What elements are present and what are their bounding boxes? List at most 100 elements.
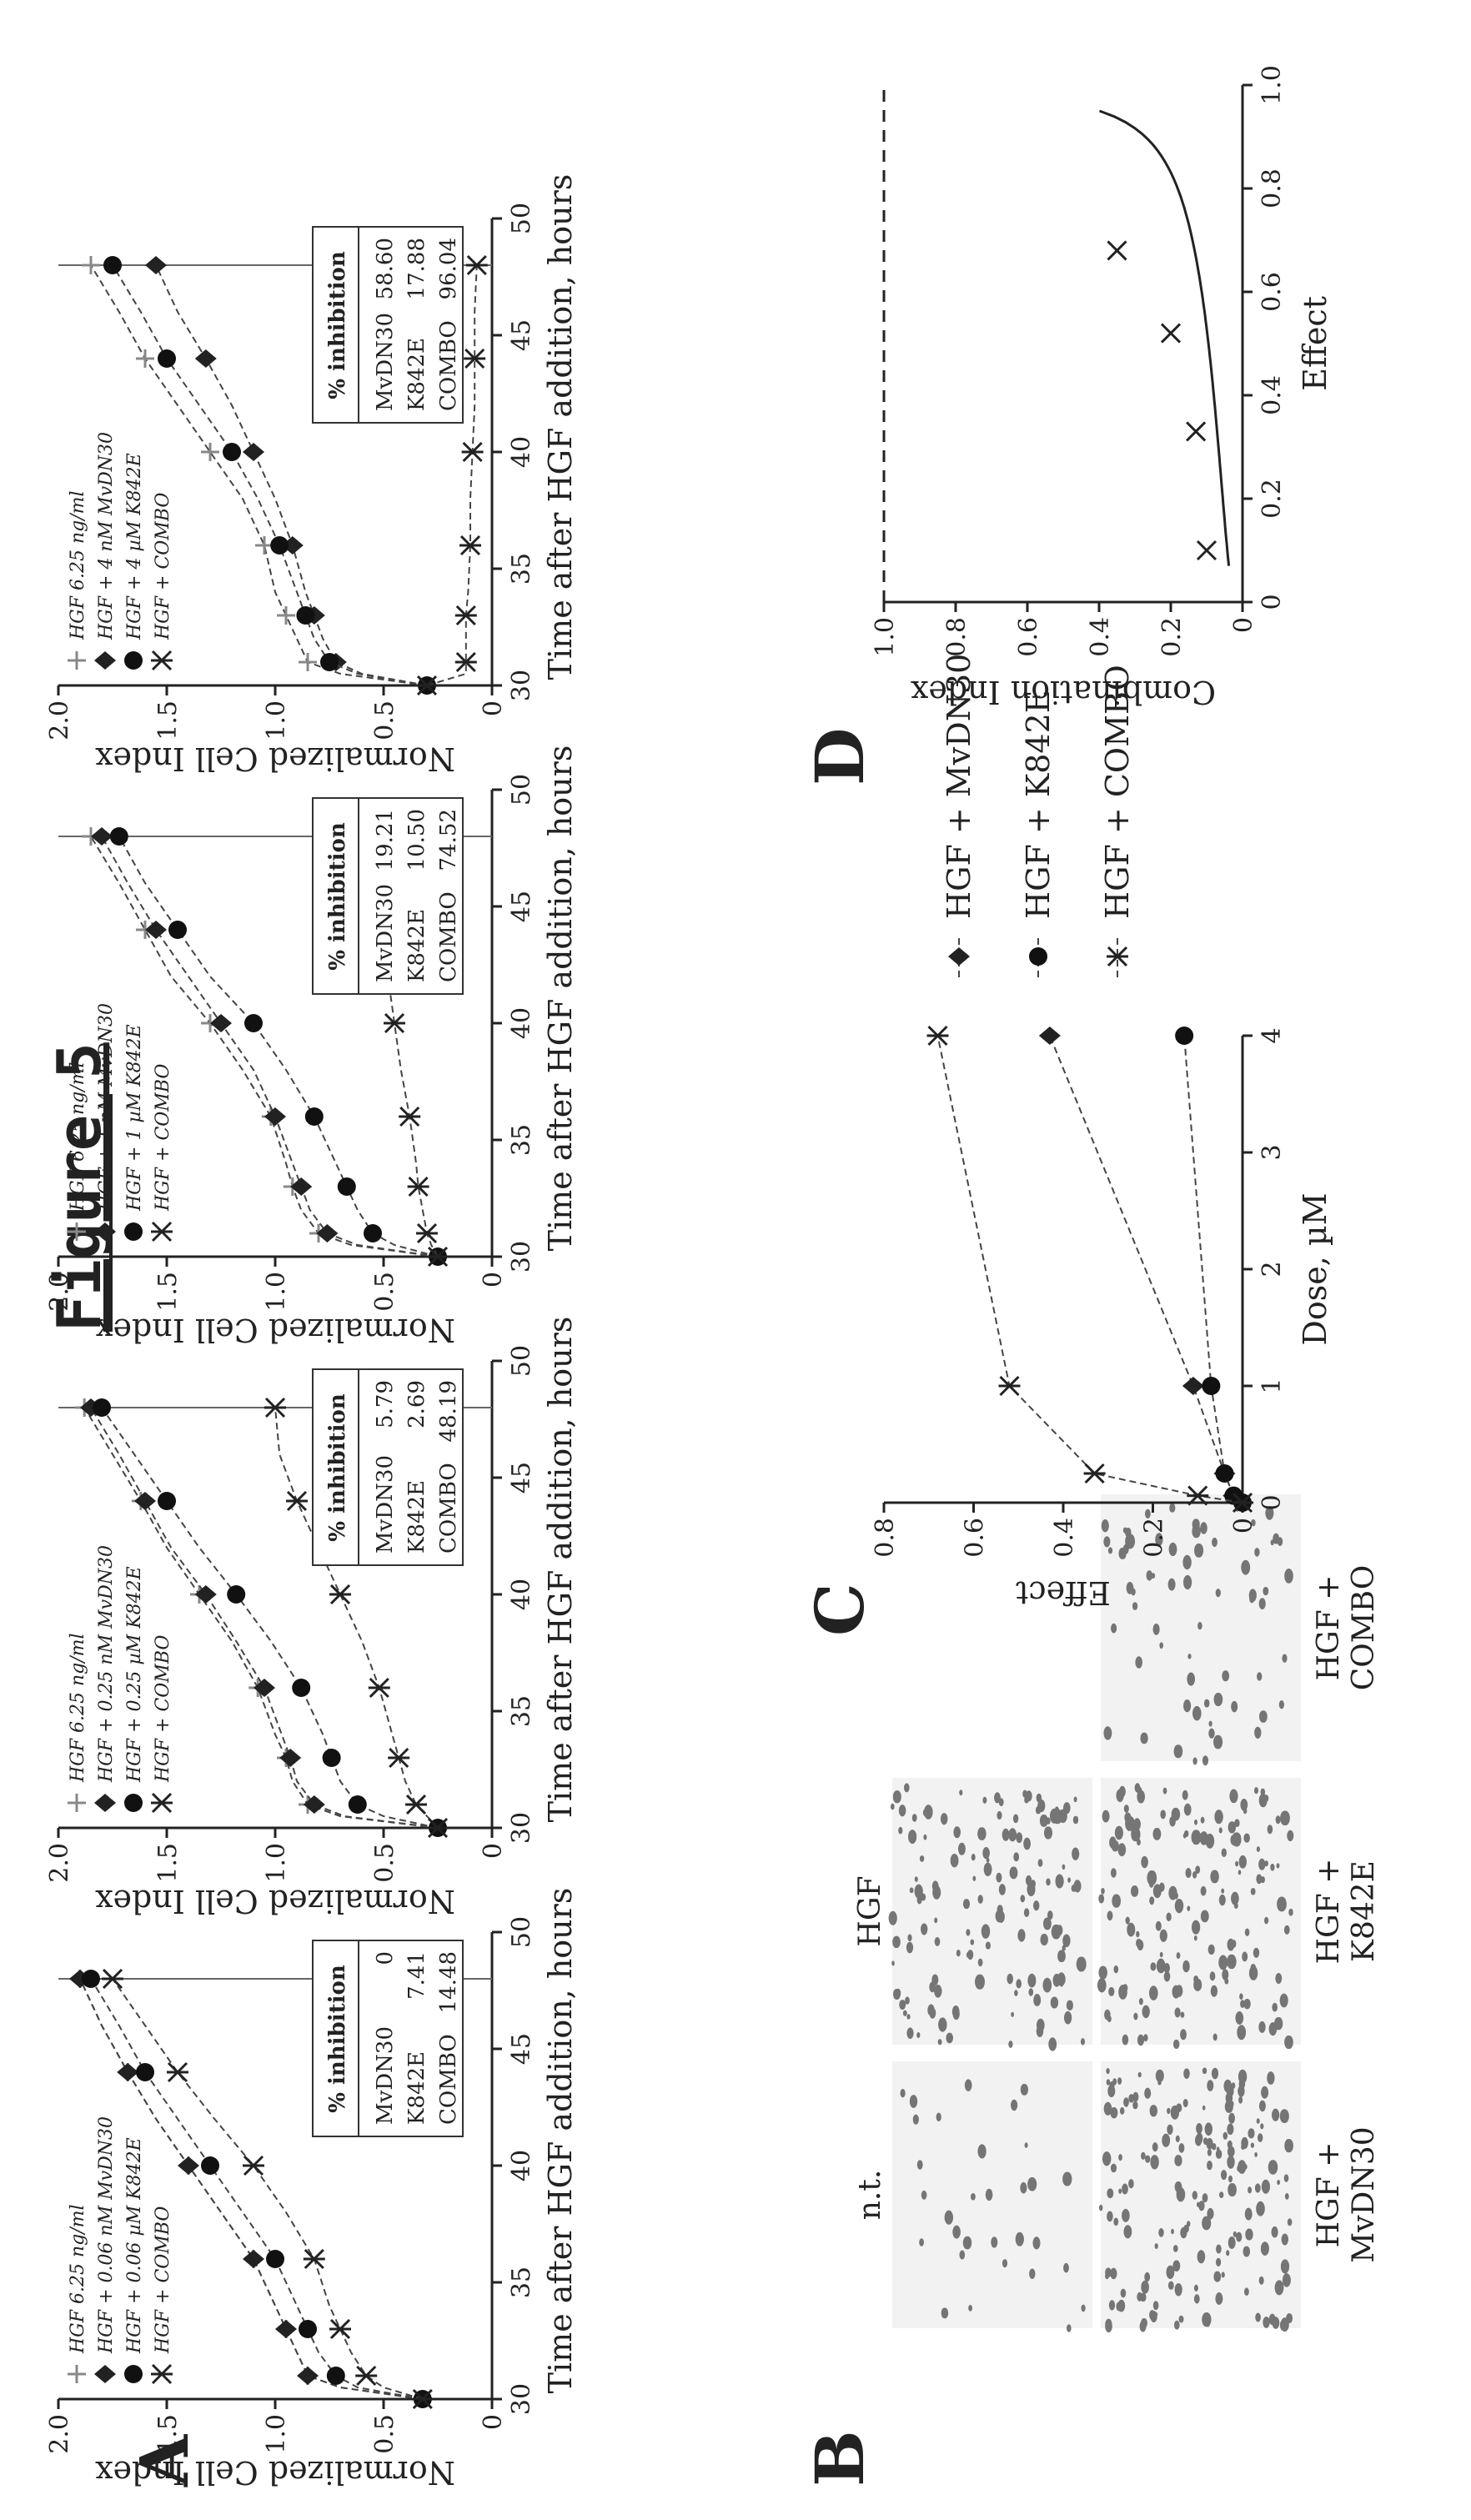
data-point — [136, 349, 154, 368]
x-tick-label: 0.4 — [1258, 375, 1287, 415]
y-tick-label: 0.5 — [370, 1272, 399, 1312]
inhibition-row-name: COMBO — [436, 2034, 461, 2125]
data-point — [277, 606, 295, 625]
inhibition-row-name: K842E — [404, 2051, 429, 2125]
data-point — [194, 1585, 217, 1604]
data-point — [210, 1014, 232, 1032]
x-axis-label: Time after HGF addition, hours — [542, 1888, 579, 2394]
dose-curve-1 — [1048, 1035, 1243, 1503]
micrograph-1: n.t. — [853, 2061, 1092, 2332]
x-tick-label: 0.2 — [1258, 479, 1287, 519]
legend-marker — [151, 650, 173, 671]
data-point — [93, 1398, 111, 1417]
data-point — [459, 535, 481, 556]
data-point — [416, 675, 438, 696]
ci-fit-curve — [1098, 109, 1231, 566]
legend-marker — [151, 1792, 173, 1814]
data-point — [227, 1585, 246, 1604]
micrograph-label: HGF + — [1312, 2142, 1346, 2248]
legend-entry: HGF + 1 µM K842E — [124, 1024, 145, 1212]
x-tick-label: 40 — [507, 2150, 536, 2181]
x-tick-label: 0.6 — [1258, 272, 1287, 312]
y-tick-label: 0 — [479, 700, 508, 716]
x-axis-label: Time after HGF addition, hours — [542, 1317, 579, 1823]
time-course-chart-4: 0 0.5 1.0 1.5 2.0 30 35 40 45 50 Time after HGF ad… — [45, 174, 579, 777]
x-tick-label: 1.0 — [1258, 65, 1287, 105]
x-tick-label: 30 — [507, 2383, 536, 2415]
panel-d: 0 0.2 0.4 0.6 0.8 1.0 0 0.2 0.4 0.6 0.8 1.0 Effect Co… — [871, 65, 1333, 710]
y-tick-label: 0.4 — [1086, 617, 1115, 657]
y-tick-label: 0.2 — [1157, 617, 1187, 657]
legend-marker — [94, 651, 116, 670]
data-point — [1038, 1027, 1061, 1045]
data-point — [465, 254, 488, 276]
legend-entry: HGF 6.25 ng/ml — [68, 1062, 88, 1212]
inhibition-row-name: MvDN30 — [373, 1455, 398, 1554]
inhibition-table: % inhibition MvDN30 58.60 K842E 17.88 COMBO 96… — [312, 226, 464, 424]
inhibition-table: % inhibition MvDN30 0 K842E 7.41 COMBO 14.48 — [312, 1940, 464, 2137]
y-tick-label: 2.0 — [45, 2414, 74, 2454]
y-axis-label: Normalized Cell Index — [95, 2454, 455, 2491]
inhibition-row-value: 96.04 — [436, 238, 461, 299]
legend-marker — [68, 2365, 86, 2383]
chart-axes — [884, 85, 1244, 604]
legend-entry: HGF + 0.06 µM K842E — [124, 2137, 145, 2354]
x-tick-label: 2 — [1258, 1261, 1287, 1277]
figure-title: Figure 5 — [44, 1042, 114, 1332]
panel-label-d: D — [801, 728, 879, 786]
data-point — [304, 1107, 324, 1126]
data-point — [1215, 1464, 1234, 1483]
y-tick-label: 1.5 — [153, 700, 183, 740]
data-point — [926, 1025, 949, 1047]
dose-curve-3 — [936, 1035, 1243, 1503]
data-point — [427, 1817, 449, 1839]
inhibition-box — [312, 226, 464, 424]
dose-curve-2 — [1183, 1035, 1243, 1503]
data-point — [264, 1397, 286, 1418]
x-tick-label: 45 — [507, 2033, 536, 2065]
data-point — [109, 827, 128, 846]
time-course-chart-2: 0 0.5 1.0 1.5 2.0 30 35 40 45 50 Time after HGF ad… — [45, 1317, 579, 1920]
legend-marker — [151, 1221, 173, 1242]
inhibition-row-value: 5.79 — [373, 1380, 398, 1428]
data-point — [243, 2250, 264, 2268]
y-axis-label: Normalized Cell Index — [95, 740, 455, 777]
data-point — [464, 348, 486, 369]
data-point — [82, 1970, 100, 1988]
data-point — [320, 653, 339, 671]
micrograph-label: HGF + — [1312, 1859, 1346, 1965]
data-point — [145, 921, 167, 939]
data-point — [279, 1749, 302, 1767]
y-tick-label: 1.0 — [871, 617, 900, 657]
x-axis-label: Time after HGF addition, hours — [542, 174, 579, 680]
y-tick-label: 0.2 — [1140, 1518, 1169, 1558]
cell-stain-dots — [888, 1783, 1087, 2051]
x-axis-label: Effect — [1297, 296, 1333, 391]
data-point — [223, 443, 241, 461]
data-point — [388, 1747, 410, 1769]
data-point — [322, 1749, 341, 1767]
legend-marker — [94, 1222, 116, 1241]
data-point — [303, 1795, 325, 1814]
data-point — [297, 2367, 319, 2385]
time-course-chart-1: 0 0.5 1.0 1.5 2.0 30 35 40 45 50 Time after HGF ad… — [45, 1888, 579, 2491]
y-tick-label: 0.4 — [1050, 1518, 1079, 1558]
ci-data-point — [1107, 240, 1127, 261]
legend-entry: HGF + 0.25 µM K842E — [124, 1566, 145, 1783]
legend-entry: HGF + 1 nM MvDN30 — [96, 1003, 117, 1212]
y-tick-label: 0.5 — [370, 1843, 399, 1883]
y-tick-label: 0.6 — [961, 1518, 990, 1558]
data-point — [454, 651, 477, 673]
y-tick-label: 0 — [1229, 1518, 1258, 1534]
inhibition-row-value: 58.60 — [373, 238, 398, 299]
y-axis-label: Normalized Cell Index — [95, 1312, 455, 1348]
y-tick-label: 0 — [479, 2414, 508, 2430]
legend-entry: HGF + 4 nM MvDN30 — [96, 432, 117, 640]
micrograph-label: COMBO — [1347, 1565, 1381, 1691]
ci-data-point — [1160, 323, 1182, 344]
data-point — [244, 1014, 263, 1032]
inhibition-row-value: 0 — [373, 1951, 398, 1965]
inhibition-row-name: COMBO — [436, 891, 461, 982]
